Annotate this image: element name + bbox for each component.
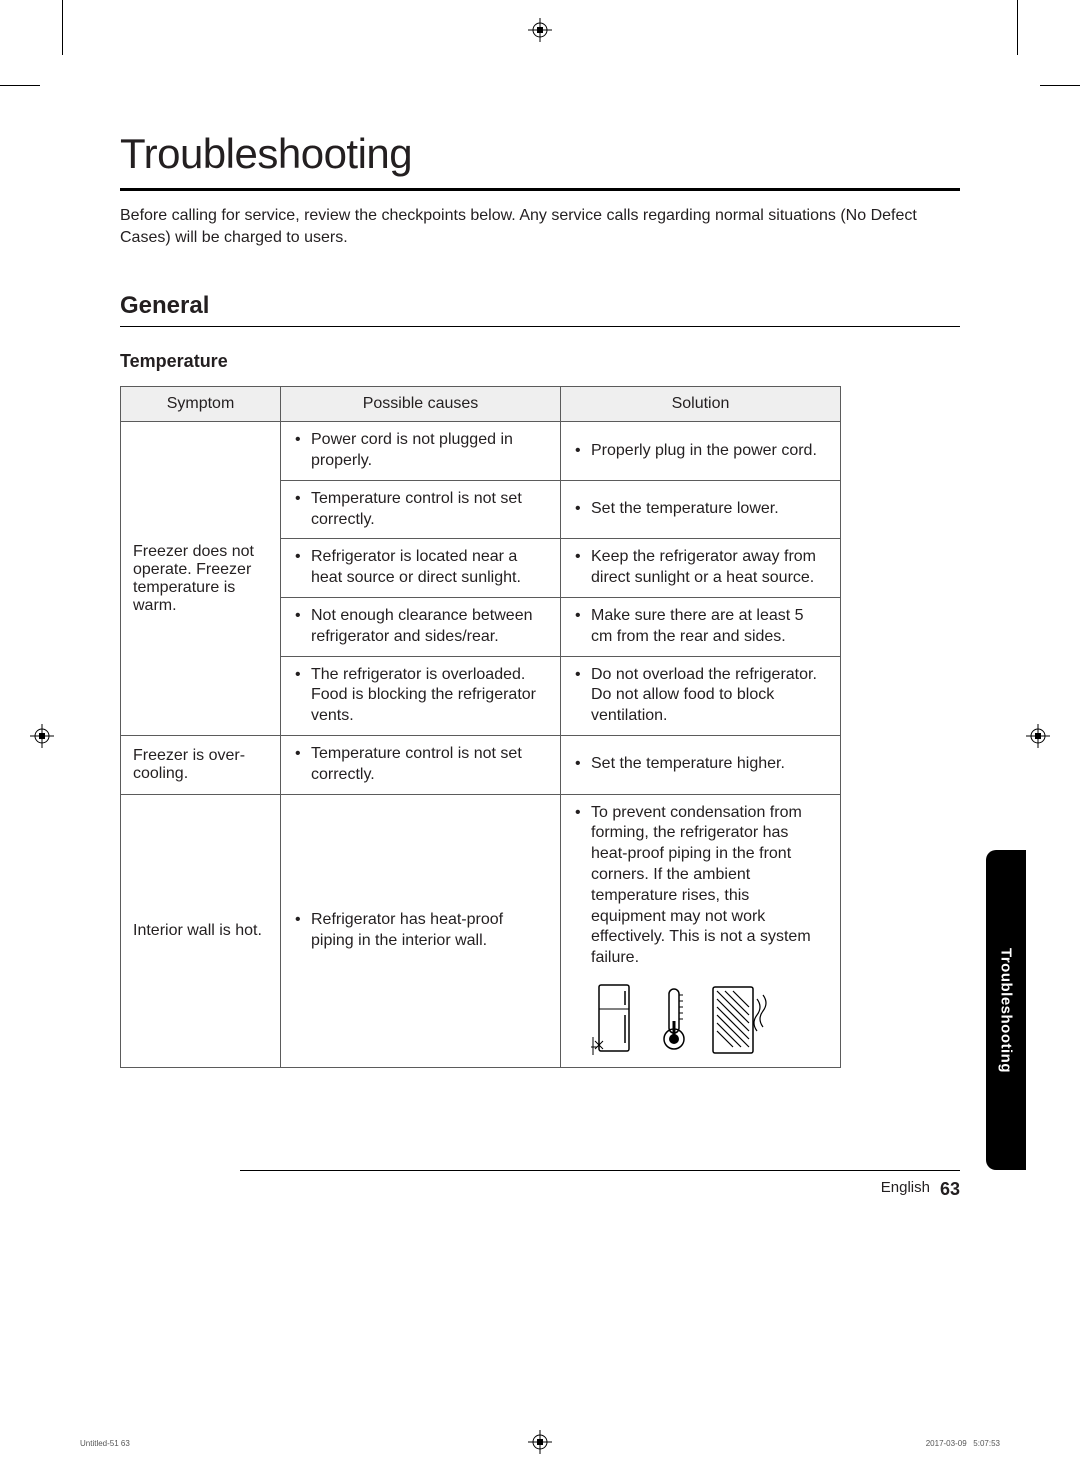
cause-cell: Temperature control is not set correctly… [281,735,561,794]
register-mark-icon [30,724,54,748]
cause-text: Temperature control is not set correctly… [293,744,548,786]
solution-cell: Properly plug in the power cord. [561,422,841,481]
cause-text: Refrigerator is located near a heat sour… [293,547,548,589]
page-footer: English 63 [240,1170,960,1200]
side-tab: Troubleshooting [986,850,1026,1170]
cause-cell: Refrigerator has heat-proof piping in th… [281,794,561,1067]
solution-cell: Keep the refrigerator away from direct s… [561,539,841,598]
cause-text: Power cord is not plugged in properly. [293,430,548,472]
thermometer-icon [655,981,697,1059]
print-micro-footer: Untitled-51 63 2017-03-09 5:07:53 [80,1439,1000,1448]
footer-language: English [881,1179,930,1200]
table-row: Interior wall is hot. Refrigerator has h… [121,794,841,1067]
solution-cell: Set the temperature lower. [561,480,841,539]
symptom-cell: Interior wall is hot. [121,794,281,1067]
side-tab-label: Troubleshooting [998,948,1015,1073]
solution-text: Make sure there are at least 5 cm from t… [573,606,828,648]
table-row: Freezer does not operate. Freezer temper… [121,422,841,481]
solution-cell: To prevent condensation from forming, th… [561,794,841,1067]
cause-cell: Temperature control is not set correctly… [281,480,561,539]
cause-cell: The refrigerator is overloaded. Food is … [281,656,561,735]
section-heading: General [120,292,960,327]
subsection-heading: Temperature [120,351,960,372]
heat-piping-icon [707,981,771,1059]
solution-text: Set the temperature lower. [573,499,828,520]
cause-text: Refrigerator has heat-proof piping in th… [293,910,548,952]
register-mark-icon [528,18,552,42]
micro-left: Untitled-51 63 [80,1439,130,1448]
illustration-row [573,981,828,1059]
cause-text: Not enough clearance between refrigerato… [293,606,548,648]
symptom-cell: Freezer is over-cooling. [121,735,281,794]
solution-text: Keep the refrigerator away from direct s… [573,547,828,589]
solution-cell: Make sure there are at least 5 cm from t… [561,597,841,656]
solution-text: Properly plug in the power cord. [573,441,828,462]
solution-text: Set the temperature higher. [573,754,828,775]
micro-right: 2017-03-09 5:07:53 [926,1439,1000,1448]
cause-cell: Not enough clearance between refrigerato… [281,597,561,656]
header-solution: Solution [561,387,841,422]
cause-cell: Refrigerator is located near a heat sour… [281,539,561,598]
cause-text: Temperature control is not set correctly… [293,489,548,531]
page-title: Troubleshooting [120,130,960,191]
cause-text: The refrigerator is overloaded. Food is … [293,665,548,727]
crop-mark [62,0,63,55]
fridge-front-icon [591,981,645,1059]
solution-cell: Do not overload the refrigerator. Do not… [561,656,841,735]
solution-cell: Set the temperature higher. [561,735,841,794]
intro-text: Before calling for service, review the c… [120,205,960,248]
header-causes: Possible causes [281,387,561,422]
table-header-row: Symptom Possible causes Solution [121,387,841,422]
crop-mark [1017,0,1018,55]
troubleshooting-table: Symptom Possible causes Solution Freezer… [120,386,841,1068]
crop-mark [0,85,40,86]
cause-cell: Power cord is not plugged in properly. [281,422,561,481]
page-content: Troubleshooting Before calling for servi… [120,130,960,1068]
footer-page-number: 63 [940,1179,960,1200]
register-mark-icon [1026,724,1050,748]
solution-text: To prevent condensation from forming, th… [573,803,828,969]
header-symptom: Symptom [121,387,281,422]
symptom-cell: Freezer does not operate. Freezer temper… [121,422,281,736]
table-row: Freezer is over-cooling. Temperature con… [121,735,841,794]
crop-mark [1040,85,1080,86]
solution-text: Do not overload the refrigerator. Do not… [573,665,828,727]
